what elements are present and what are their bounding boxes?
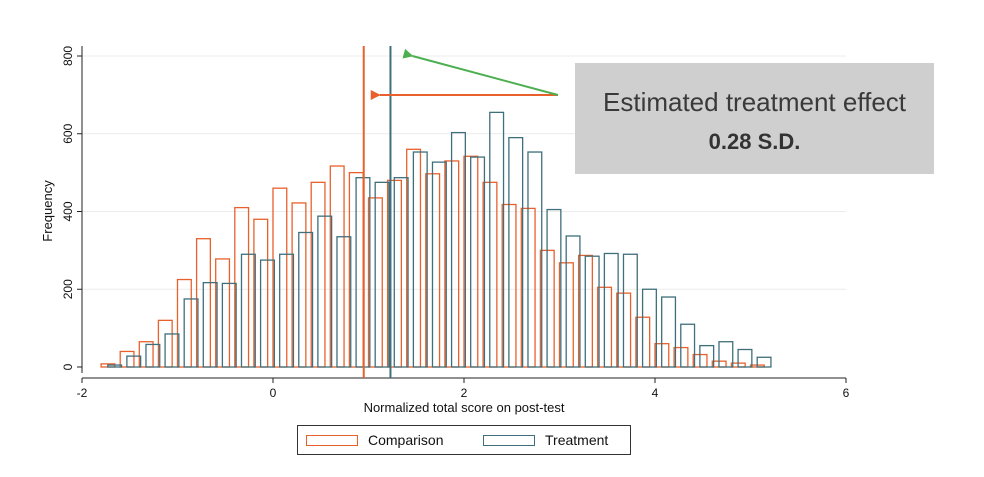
bar-treatment bbox=[546, 208, 562, 368]
bar-treatment bbox=[107, 364, 123, 368]
bar-treatment bbox=[126, 355, 142, 368]
bar-treatment bbox=[145, 343, 161, 368]
y-tick-label: 600 bbox=[61, 123, 75, 143]
bar-treatment bbox=[450, 131, 466, 368]
bar-treatment bbox=[374, 181, 390, 368]
x-tick-label: 0 bbox=[270, 386, 277, 400]
bar-treatment bbox=[489, 111, 505, 368]
bar-treatment bbox=[603, 252, 619, 368]
bar-treatment bbox=[279, 253, 295, 368]
y-tick-label: 0 bbox=[61, 363, 75, 370]
bar-treatment bbox=[718, 341, 734, 368]
legend-swatch-comparison bbox=[306, 434, 358, 446]
bar-treatment bbox=[584, 255, 600, 368]
arrow-to-treatment-line bbox=[402, 48, 559, 96]
legend-label-treatment: Treatment bbox=[545, 432, 609, 448]
bar-treatment bbox=[336, 236, 352, 368]
axes: 0 200 400 600 800 -2 0 2 4 6 bbox=[61, 46, 850, 400]
bar-treatment bbox=[661, 296, 677, 368]
annotation-arrows bbox=[370, 48, 559, 100]
bar-treatment bbox=[221, 282, 237, 368]
legend: Comparison Treatment bbox=[297, 425, 631, 455]
bar-treatment bbox=[317, 215, 333, 368]
bar-treatment bbox=[412, 151, 428, 368]
bar-treatment bbox=[393, 177, 409, 368]
legend-swatch-treatment bbox=[483, 434, 535, 446]
bar-treatment bbox=[622, 253, 638, 368]
bar-treatment bbox=[756, 356, 772, 368]
y-tick-label: 200 bbox=[61, 279, 75, 299]
callout-title: Estimated treatment effect bbox=[603, 87, 906, 117]
y-axis-label: Frequency bbox=[40, 180, 55, 242]
series-treatment bbox=[107, 111, 772, 368]
x-axis-label: Normalized total score on post-test bbox=[364, 400, 565, 415]
reference-lines bbox=[362, 46, 392, 378]
x-tick-label: -2 bbox=[77, 386, 88, 400]
bar-treatment bbox=[240, 253, 256, 368]
callout-value: 0.28 S.D. bbox=[708, 129, 801, 154]
bar-treatment bbox=[202, 281, 218, 368]
bar-treatment bbox=[699, 344, 715, 368]
legend-item-comparison: Comparison bbox=[306, 426, 443, 454]
legend-item-treatment: Treatment bbox=[483, 426, 608, 454]
bar-treatment bbox=[298, 231, 314, 368]
bar-treatment bbox=[565, 235, 581, 368]
bar-treatment bbox=[431, 161, 447, 368]
bar-treatment bbox=[259, 259, 275, 368]
x-tick-label: 6 bbox=[843, 386, 850, 400]
bar-treatment bbox=[680, 323, 696, 368]
bar-treatment bbox=[508, 136, 524, 368]
bar-treatment bbox=[470, 156, 486, 368]
x-tick-label: 4 bbox=[652, 386, 659, 400]
histogram-bars bbox=[100, 111, 772, 368]
bar-treatment bbox=[641, 288, 657, 368]
x-tick-label: 2 bbox=[461, 386, 468, 400]
bar-treatment bbox=[183, 298, 199, 368]
bar-treatment bbox=[527, 151, 543, 368]
bar-treatment bbox=[164, 333, 180, 368]
y-tick-label: 400 bbox=[61, 201, 75, 221]
bar-treatment bbox=[737, 348, 753, 368]
y-tick-label: 800 bbox=[61, 46, 75, 66]
legend-label-comparison: Comparison bbox=[368, 432, 444, 448]
treatment-effect-callout: Estimated treatment effect 0.28 S.D. bbox=[575, 63, 934, 174]
